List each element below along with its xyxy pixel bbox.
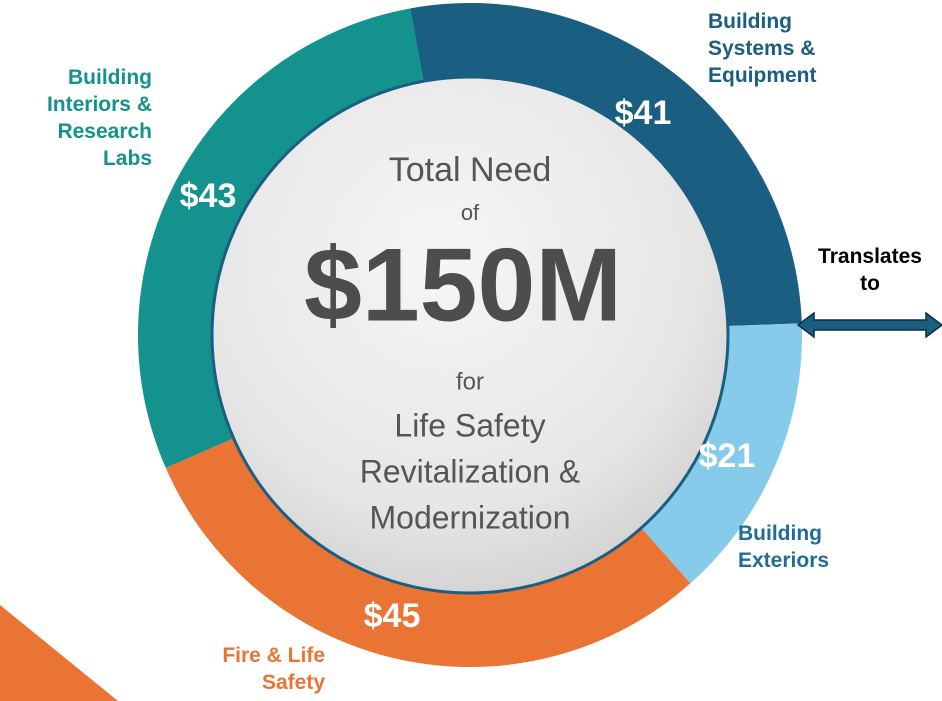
center-line: Modernization: [370, 499, 571, 535]
side-text: Translates to: [818, 245, 922, 295]
value-label: $21: [699, 437, 756, 475]
category-label: Building Systems & Equipment: [708, 10, 817, 87]
donut-segment: [137, 8, 424, 468]
donut-segment: [639, 323, 802, 584]
category-label: Fire & Life Safety: [222, 644, 325, 694]
donut: [137, 2, 802, 668]
donut-segment: [165, 437, 691, 668]
center-line: for: [456, 368, 484, 395]
center-total: $150M: [304, 227, 622, 343]
center-line: Life Safety: [394, 407, 545, 443]
value-label: $41: [615, 94, 672, 132]
donut-segment: [410, 2, 802, 327]
value-label: $45: [364, 597, 421, 635]
center-line: Revitalization &: [360, 453, 581, 489]
double-arrow: [796, 311, 942, 339]
center-text: Total Need of $150M for Life Safety Revi…: [304, 151, 622, 535]
center-circle: [210, 75, 730, 595]
center-line: Total Need: [389, 151, 552, 189]
center-line: of: [461, 200, 480, 225]
value-label: $43: [180, 177, 237, 215]
corner-shape: [0, 605, 118, 701]
category-label: Building Exteriors: [738, 522, 830, 572]
category-label: Building Interiors & Research Labs: [46, 66, 152, 170]
